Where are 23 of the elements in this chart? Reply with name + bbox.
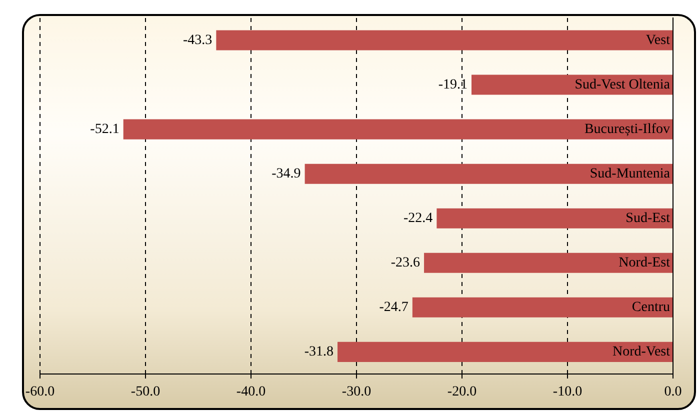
data-label: -24.7 bbox=[379, 300, 408, 316]
data-label: -52.1 bbox=[90, 122, 120, 137]
data-label: -22.4 bbox=[404, 211, 433, 226]
x-tick-label: -10.0 bbox=[552, 384, 582, 400]
y-tick-label: Sud-Est bbox=[626, 211, 670, 226]
data-label: -31.8 bbox=[304, 344, 334, 360]
x-tick-label: -50.0 bbox=[130, 384, 160, 400]
data-label: -23.6 bbox=[390, 256, 420, 271]
y-tick-label: Centru bbox=[632, 300, 670, 316]
x-tick-label: 0.0 bbox=[664, 384, 682, 400]
y-tick-label: Vest bbox=[646, 32, 670, 48]
x-tick-label: -60.0 bbox=[25, 384, 55, 400]
y-tick-label: Sud-Vest Oltenia bbox=[574, 77, 671, 92]
x-tick-label: -20.0 bbox=[447, 384, 477, 400]
data-label: -34.9 bbox=[272, 166, 301, 182]
x-tick-label: -30.0 bbox=[342, 384, 372, 400]
data-label: -43.3 bbox=[183, 32, 212, 48]
y-tick-label: Sud-Muntenia bbox=[590, 166, 671, 182]
y-tick-label: Nord-Est bbox=[618, 256, 670, 271]
y-tick-label: București-Ilfov bbox=[584, 122, 670, 137]
y-tick-label: Nord-Vest bbox=[612, 344, 670, 360]
x-tick-label: -40.0 bbox=[236, 384, 266, 400]
data-label: -19.1 bbox=[438, 77, 468, 92]
